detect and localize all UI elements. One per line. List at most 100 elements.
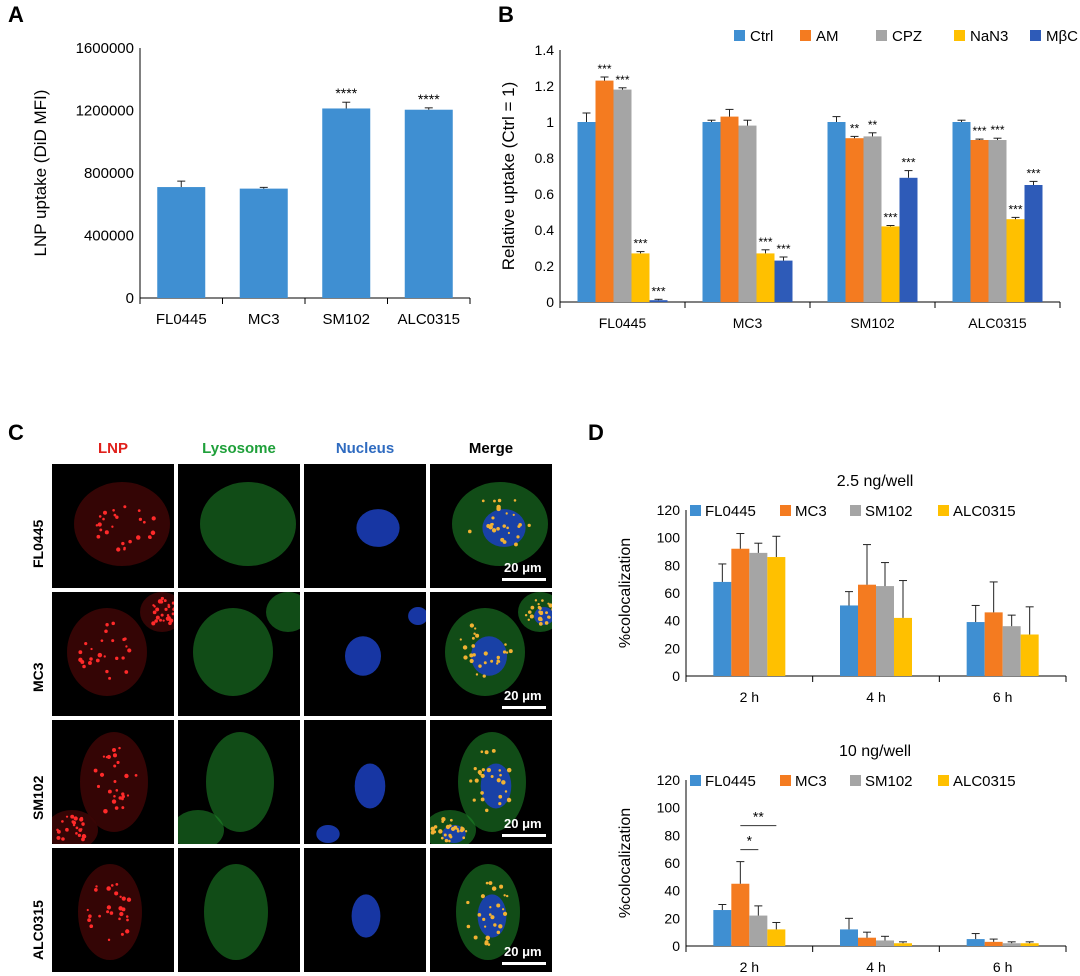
lnp-puncta	[495, 662, 499, 665]
lnp-puncta	[478, 664, 482, 668]
bar-nan3-fl0445	[631, 253, 650, 302]
cell-nucleus	[354, 763, 386, 809]
lnp-puncta	[154, 619, 158, 623]
cell-body	[204, 864, 268, 960]
lnp-puncta	[126, 794, 130, 797]
column-header-lnp: LNP	[98, 440, 128, 457]
bar-mc3-4-h	[858, 937, 876, 946]
lnp-puncta	[106, 886, 111, 891]
lnp-puncta	[125, 929, 130, 934]
lnp-puncta	[152, 610, 157, 615]
legend-swatch-fl0445	[690, 775, 701, 786]
lnp-puncta	[86, 908, 89, 912]
lnp-puncta	[430, 826, 436, 832]
bar-am-alc0315	[970, 140, 989, 302]
lnp-puncta	[115, 883, 119, 886]
bar-mc3-2-h	[731, 548, 750, 676]
micrograph-grid: LNP Lysosome Nucleus Merge FL0445 MC3 SM…	[30, 440, 556, 976]
significance-marker: ****	[418, 91, 440, 107]
bar-fl0445-4-h	[840, 929, 858, 946]
lnp-puncta	[148, 536, 152, 539]
lnp-puncta	[116, 760, 120, 765]
y-tick-label: 80	[664, 557, 680, 573]
lnp-puncta	[95, 524, 99, 527]
lnp-puncta	[128, 649, 131, 652]
cell-nucleus	[442, 825, 466, 843]
micrograph-image	[430, 732, 526, 844]
significance-marker: ***	[990, 123, 1004, 137]
micrograph-alc0315-merge: 20 μm	[430, 848, 552, 972]
lnp-puncta	[121, 907, 126, 912]
panel-label-a: A	[8, 2, 24, 27]
lnp-puncta	[498, 769, 502, 772]
micrograph-sm102-lnp	[52, 720, 174, 844]
lnp-puncta	[527, 618, 530, 621]
bar-cpz-alc0315	[988, 140, 1007, 302]
y-axis-title: Relative uptake (Ctrl = 1)	[499, 82, 518, 271]
legend-swatch-alc0315	[938, 775, 949, 786]
lnp-puncta	[480, 750, 484, 754]
significance-marker: **	[753, 809, 764, 825]
lnp-puncta	[471, 644, 476, 648]
x-tick-label-sm102: SM102	[850, 315, 895, 331]
lnp-puncta	[445, 824, 451, 830]
lnp-puncta	[540, 610, 543, 614]
bar-ctrl-fl0445	[577, 122, 596, 302]
bar-value-mc3	[239, 188, 288, 298]
lnp-puncta	[172, 607, 174, 611]
y-tick-label: 1.4	[535, 42, 555, 58]
bar-value-alc0315	[404, 109, 453, 298]
lnp-puncta	[166, 614, 170, 617]
micrograph-image	[316, 763, 386, 843]
legend-swatch-sm102	[850, 775, 861, 786]
lnp-puncta	[99, 528, 103, 532]
cell-body	[193, 608, 273, 696]
lnp-puncta	[506, 767, 512, 773]
lnp-puncta	[61, 820, 64, 823]
lnp-puncta	[136, 535, 141, 540]
lnp-puncta	[89, 657, 93, 661]
micrograph-mc3-merge: 20 μm	[430, 592, 552, 716]
y-axis-title: %colocalization	[617, 538, 634, 648]
row-label-alc0315: ALC0315	[30, 900, 46, 960]
lnp-puncta	[502, 524, 506, 528]
lnp-puncta	[88, 914, 92, 919]
scale-bar	[502, 706, 546, 709]
cell-body	[178, 810, 224, 844]
significance-marker: ****	[335, 85, 357, 101]
lnp-puncta	[81, 822, 85, 826]
lnp-puncta	[150, 530, 156, 536]
legend-label-mc3: MC3	[795, 503, 827, 520]
column-header-lysosome: Lysosome	[202, 440, 276, 457]
lnp-puncta	[151, 516, 156, 521]
lnp-puncta	[112, 748, 117, 753]
bar-mc3-6-h	[984, 941, 1003, 946]
lnp-puncta	[493, 499, 496, 503]
lnp-puncta	[124, 773, 129, 779]
lnp-puncta	[123, 505, 127, 509]
micrograph-alc0315-lysosome	[178, 848, 300, 972]
micrograph-image	[345, 607, 426, 676]
chart-a: 0 400000 800000 1200000 1600000 FL0445 MC3 SM10…	[31, 40, 471, 328]
legend-label-fl0445: FL0445	[705, 503, 756, 520]
lnp-puncta	[490, 659, 494, 663]
lnp-puncta	[125, 915, 129, 918]
lnp-puncta	[538, 606, 542, 610]
cell-nucleus	[351, 894, 381, 938]
lnp-puncta	[115, 789, 119, 792]
lnp-puncta	[113, 780, 117, 784]
lnp-puncta	[83, 835, 87, 839]
lnp-puncta	[488, 881, 493, 885]
legend-swatch-ctrl	[734, 30, 745, 41]
lnp-puncta	[56, 829, 61, 834]
lnp-puncta	[441, 817, 446, 822]
lnp-puncta	[529, 614, 534, 619]
lnp-puncta	[486, 523, 491, 529]
lnp-puncta	[121, 806, 125, 810]
lnp-puncta	[111, 621, 115, 626]
y-tick-label: 0.4	[535, 222, 555, 238]
lnp-puncta	[160, 613, 164, 617]
legend-label-mc3: MC3	[795, 773, 827, 790]
y-tick-label: 60	[664, 855, 680, 871]
lnp-puncta	[81, 837, 85, 842]
